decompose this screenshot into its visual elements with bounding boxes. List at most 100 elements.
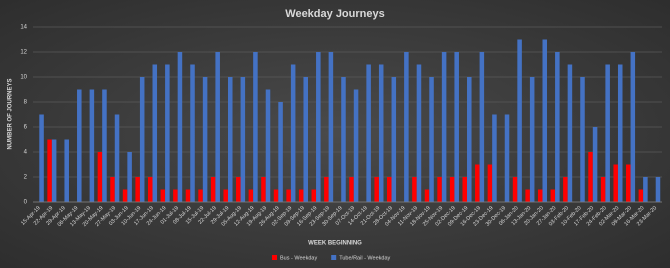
- bar: [227, 77, 233, 202]
- bar: [152, 64, 158, 202]
- y-tick-label: 4: [24, 150, 28, 156]
- bar: [374, 177, 379, 202]
- bar: [273, 189, 279, 202]
- bar: [160, 189, 166, 202]
- bar: [290, 64, 296, 202]
- bar: [177, 52, 183, 202]
- bar: [316, 52, 321, 202]
- bar: [449, 177, 455, 202]
- bar: [605, 64, 610, 202]
- legend-swatch: [331, 255, 337, 260]
- bar: [441, 52, 447, 202]
- y-tick-label: 14: [20, 25, 27, 31]
- bar: [387, 177, 392, 202]
- bar: [479, 52, 485, 202]
- bar: [626, 164, 631, 202]
- bar: [588, 152, 593, 202]
- bar: [324, 177, 329, 202]
- bar: [190, 64, 195, 202]
- bar: [185, 189, 191, 202]
- bar: [537, 189, 543, 202]
- bar: [248, 189, 254, 202]
- bar: [412, 177, 417, 202]
- bar: [655, 177, 661, 202]
- bar: [475, 164, 480, 202]
- bar: [298, 189, 304, 202]
- bar: [416, 64, 422, 202]
- bar: [353, 89, 359, 202]
- bar: [378, 64, 384, 202]
- y-tick-label: 10: [20, 75, 27, 81]
- bar: [135, 177, 140, 202]
- bar: [39, 114, 44, 202]
- bar: [529, 77, 535, 202]
- y-tick-label: 8: [24, 100, 28, 106]
- legend-swatch: [272, 255, 277, 260]
- bar: [198, 189, 203, 202]
- bar: [286, 189, 291, 202]
- bar: [512, 177, 518, 202]
- y-tick-label: 2: [24, 175, 28, 181]
- bar: [240, 77, 246, 202]
- bar: [139, 77, 145, 202]
- bar: [437, 177, 442, 202]
- bar: [64, 139, 69, 202]
- bar: [122, 189, 128, 202]
- bar: [454, 52, 459, 202]
- bar: [391, 77, 397, 202]
- bar: [617, 64, 623, 202]
- bar: [89, 89, 95, 202]
- bar: [265, 89, 271, 202]
- bar: [102, 89, 107, 202]
- y-axis-title: NUMBER OF JOURNEYS: [8, 78, 14, 149]
- bar: [600, 177, 606, 202]
- bar: [303, 77, 308, 202]
- bar: [467, 77, 472, 202]
- bar: [643, 177, 648, 202]
- bar: [165, 64, 170, 202]
- bar: [462, 177, 468, 202]
- bar: [253, 52, 258, 202]
- chart-title: Weekday Journeys: [285, 8, 384, 20]
- bar: [77, 89, 82, 202]
- bar: [114, 114, 120, 202]
- bar: [47, 139, 52, 202]
- bar: [215, 52, 220, 202]
- bar: [580, 77, 585, 202]
- bar: [613, 164, 618, 202]
- bar: [110, 177, 115, 202]
- bar: [567, 64, 573, 202]
- bar: [542, 39, 548, 202]
- bar: [147, 177, 153, 202]
- bar: [630, 52, 636, 202]
- bar: [638, 189, 644, 202]
- bar: [550, 189, 556, 202]
- bar: [311, 189, 317, 202]
- bar: [127, 152, 132, 202]
- bar: [328, 52, 334, 202]
- bar: [349, 177, 354, 202]
- bar: [173, 189, 178, 202]
- bar: [555, 52, 560, 202]
- bar: [51, 139, 57, 202]
- y-tick-label: 12: [20, 50, 27, 56]
- bar: [278, 102, 283, 202]
- bar: [487, 164, 493, 202]
- bar: [210, 177, 216, 202]
- bar: [236, 177, 241, 202]
- x-axis-title: WEEK BEGINNING: [308, 241, 362, 247]
- bar: [97, 152, 103, 202]
- bar: [492, 114, 497, 202]
- bar: [525, 189, 530, 202]
- bar: [202, 77, 208, 202]
- bar: [592, 127, 598, 202]
- bar: [424, 189, 430, 202]
- bar: [429, 77, 434, 202]
- bar: [261, 177, 266, 202]
- bar: [341, 77, 346, 202]
- y-tick-label: 6: [24, 125, 28, 131]
- bar: [563, 177, 568, 202]
- y-tick-label: 0: [24, 200, 28, 206]
- bar: [404, 52, 409, 202]
